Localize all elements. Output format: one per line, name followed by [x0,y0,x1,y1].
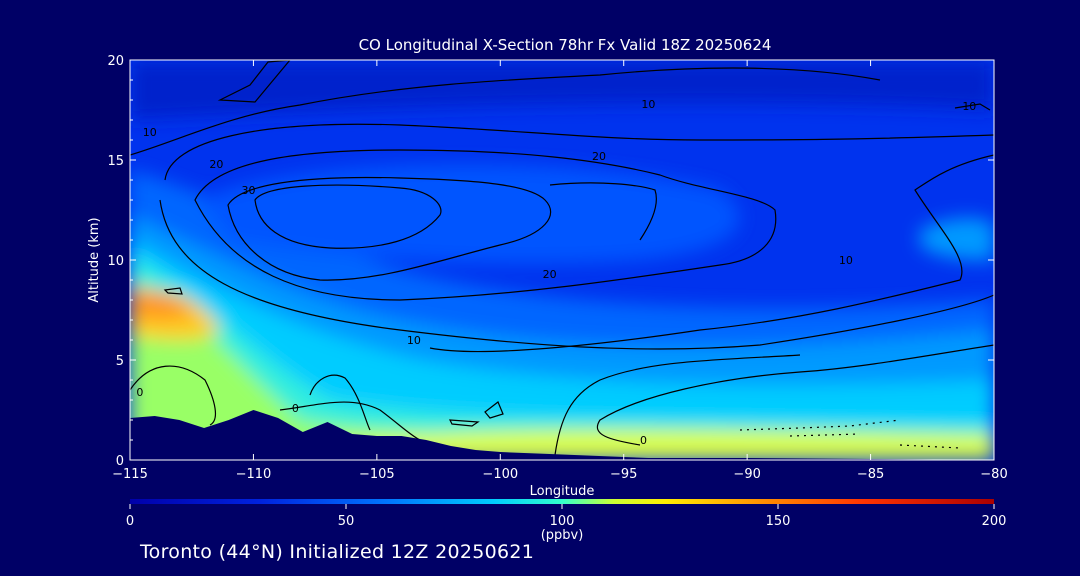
contour-line [554,354,801,456]
contour-line [254,184,442,249]
x-tick-label: −110 [236,467,272,482]
colorbar-tick-label: 50 [338,514,355,529]
contour-label: 0 [292,402,299,415]
contour-label: 20 [592,150,606,163]
terrain-mask [130,410,994,460]
contour-line [739,419,961,449]
colorbar-tick-label: 0 [126,514,134,529]
y-tick-label: 5 [116,354,124,369]
y-tick-label: 20 [107,54,124,69]
contour-line [954,103,991,111]
contour-line [194,149,777,301]
x-axis-label: Longitude [530,484,595,499]
contour-line [484,401,504,419]
contour-line [309,374,371,431]
contour-line [279,401,421,441]
contour-label: 10 [407,334,421,347]
colorbar-tick-label: 100 [550,514,575,529]
contour-label: 10 [641,98,655,111]
contour-label: 20 [543,268,557,281]
contour-line [164,123,994,181]
contour-label: 10 [962,100,976,113]
contour-lines [130,60,994,456]
colorbar [130,499,994,504]
y-tick-label: 15 [107,154,124,169]
contour-label: 0 [640,434,647,447]
y-tick-label: 10 [107,254,124,269]
y-axis-label: Altitude (km) [87,217,102,302]
x-tick-label: −115 [112,467,148,482]
x-axis: −115 −110 −105 −100 −95 −90 −85 −80 [112,60,1008,482]
x-tick-label: −105 [359,467,395,482]
contour-line [130,365,217,426]
contour-line [159,199,994,350]
footer-initialization-text: Toronto (44°N) Initialized 12Z 20250621 [140,541,535,563]
x-tick-label: −90 [733,467,760,482]
x-tick-label: −80 [980,467,1007,482]
plot-area: 10 20 30 10 20 20 10 10 10 0 0 0 [130,60,994,460]
contour-label: 20 [209,158,223,171]
contour-line [163,287,183,295]
y-tick-label: 0 [116,454,124,469]
contour-line [448,419,480,427]
contour-label: 0 [136,386,143,399]
y-axis: 0 5 10 15 20 [107,54,994,469]
contour-line [227,176,552,281]
contour-label: 10 [143,126,157,139]
contour-line [130,67,881,156]
x-tick-label: −100 [482,467,518,482]
contour-labels: 10 20 30 10 20 20 10 10 10 0 0 0 [136,98,976,447]
x-tick-label: −85 [857,467,884,482]
contour-line [596,344,994,446]
colorbar-unit-label: (ppbv) [541,528,584,543]
contour-label: 10 [839,254,853,267]
x-tick-label: −95 [610,467,637,482]
contour-line [549,182,657,241]
contour-line [217,60,291,103]
contour-label: 30 [241,184,255,197]
co-concentration-field [130,60,994,460]
contour-line [429,154,994,353]
colorbar-tick-label: 150 [766,514,791,529]
chart-title: CO Longitudinal X-Section 78hr Fx Valid … [359,36,772,54]
colorbar-ticks: 0 50 100 150 200 [126,504,1007,529]
colorbar-tick-label: 200 [982,514,1007,529]
